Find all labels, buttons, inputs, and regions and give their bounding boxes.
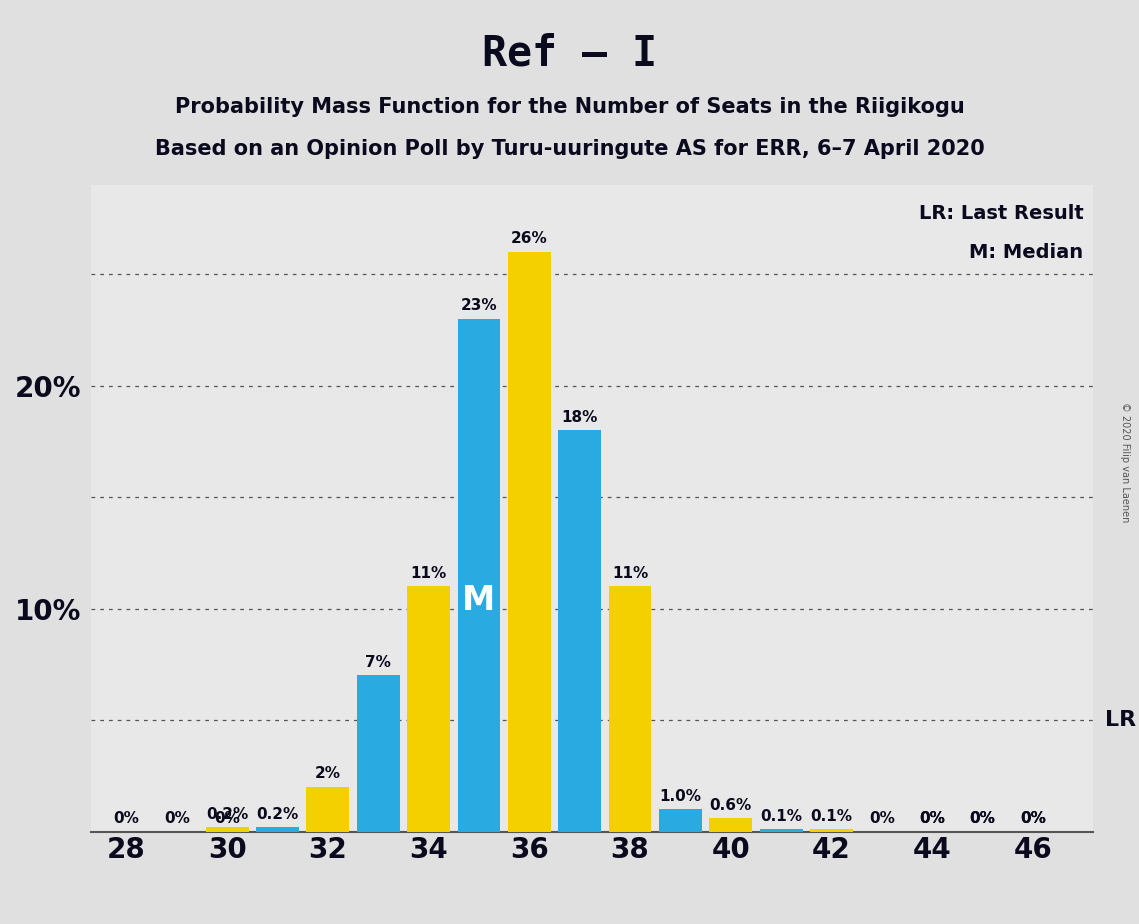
Bar [558, 431, 601, 832]
Text: M: M [462, 584, 495, 617]
Bar [659, 809, 702, 832]
Text: 18%: 18% [562, 409, 598, 424]
Text: LR: LR [1105, 710, 1136, 730]
Text: Ref – I: Ref – I [482, 32, 657, 74]
Text: 2%: 2% [314, 766, 341, 782]
Bar [407, 586, 450, 832]
Text: LR: Last Result: LR: Last Result [919, 204, 1083, 224]
Text: 0%: 0% [1021, 811, 1046, 826]
Text: 26%: 26% [511, 231, 548, 246]
Text: 0%: 0% [114, 811, 139, 826]
Text: 0%: 0% [214, 811, 240, 826]
Text: 11%: 11% [612, 565, 648, 580]
Bar [810, 830, 853, 832]
Text: 0%: 0% [164, 811, 190, 826]
Text: 1.0%: 1.0% [659, 789, 702, 804]
Text: 11%: 11% [410, 565, 446, 580]
Text: 7%: 7% [366, 655, 391, 670]
Bar [710, 819, 752, 832]
Text: 0%: 0% [969, 811, 995, 826]
Text: 0%: 0% [919, 811, 945, 826]
Bar [508, 251, 551, 832]
Bar [760, 830, 803, 832]
Text: 0.1%: 0.1% [811, 808, 852, 824]
Text: 0.1%: 0.1% [760, 808, 802, 824]
Text: 0.2%: 0.2% [256, 807, 298, 821]
Text: 0%: 0% [919, 811, 945, 826]
Bar [357, 675, 400, 832]
Text: Based on an Opinion Poll by Turu-uuringute AS for ERR, 6–7 April 2020: Based on an Opinion Poll by Turu-uuringu… [155, 139, 984, 159]
Text: 23%: 23% [460, 298, 498, 313]
Bar [206, 827, 248, 832]
Text: 0%: 0% [969, 811, 995, 826]
Text: © 2020 Filip van Laenen: © 2020 Filip van Laenen [1121, 402, 1130, 522]
Text: 0%: 0% [869, 811, 895, 826]
Text: Probability Mass Function for the Number of Seats in the Riigikogu: Probability Mass Function for the Number… [174, 97, 965, 117]
Bar [256, 827, 298, 832]
Text: 0.6%: 0.6% [710, 797, 752, 812]
Text: M: Median: M: Median [969, 243, 1083, 262]
Text: 0.2%: 0.2% [206, 807, 248, 821]
Text: 0%: 0% [1021, 811, 1046, 826]
Bar [306, 787, 350, 832]
Bar [608, 586, 652, 832]
Bar [458, 319, 500, 832]
